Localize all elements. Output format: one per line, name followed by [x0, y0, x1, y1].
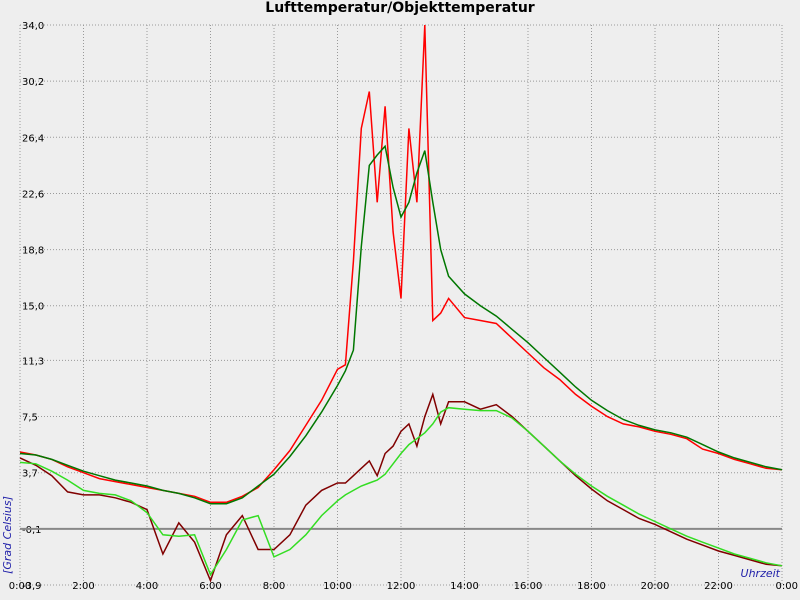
series-line: [19, 391, 783, 583]
x-tick-label: 14:00: [450, 581, 479, 592]
x-tick-label: 16:00: [514, 581, 543, 592]
y-tick-label: 26,4: [22, 133, 44, 144]
y-tick-label: 22,6: [22, 189, 44, 200]
x-tick-label: 4:00: [136, 581, 158, 592]
x-tick-label: 2:00: [72, 581, 94, 592]
y-tick-label: 34,0: [22, 21, 44, 32]
x-tick-label: 0:00: [9, 581, 31, 592]
y-axis-label: [Grad Celsius]: [1, 496, 14, 574]
x-tick-label: 12:00: [387, 581, 416, 592]
y-tick-label: -0,1: [22, 525, 42, 536]
x-tick-label: 6:00: [199, 581, 221, 592]
series-line: [19, 144, 783, 505]
x-tick-label: 20:00: [641, 581, 670, 592]
y-tick-label: 15,0: [22, 302, 44, 313]
y-tick-label: 7,5: [22, 413, 38, 424]
y-tick-label: 30,2: [22, 77, 44, 88]
y-tick-label: 11,3: [22, 356, 44, 367]
x-tick-label: 10:00: [323, 581, 352, 592]
y-tick-label: -3,9: [22, 581, 42, 592]
x-axis-label: Uhrzeit: [741, 567, 781, 580]
x-tick-label: 22:00: [704, 581, 733, 592]
series-line: [19, 406, 783, 577]
x-tick-label: 0:00: [776, 581, 798, 592]
x-tick-label: 18:00: [577, 581, 606, 592]
x-tick-label: 8:00: [263, 581, 285, 592]
y-tick-label: 3,7: [22, 469, 38, 480]
y-tick-label: 18,8: [22, 246, 44, 257]
chart-title: Lufttemperatur/Objekttemperatur: [265, 0, 535, 16]
